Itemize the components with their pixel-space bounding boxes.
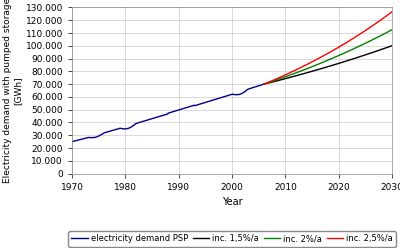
Line: inc. 2%/a: inc. 2%/a — [264, 30, 392, 84]
inc. 1,5%/a — [390, 44, 394, 47]
electricity demand PSP — [70, 140, 74, 143]
inc. 2%/a — [390, 28, 394, 31]
inc. 2%/a — [262, 83, 266, 86]
inc. 2%/a — [291, 72, 296, 75]
inc. 2,5%/a — [338, 45, 343, 48]
inc. 1,5%/a — [383, 47, 388, 50]
inc. 2,5%/a — [262, 83, 266, 86]
X-axis label: Year: Year — [222, 197, 242, 207]
inc. 1,5%/a — [338, 62, 343, 64]
inc. 2,5%/a — [383, 15, 388, 18]
inc. 1,5%/a — [286, 76, 291, 79]
inc. 1,5%/a — [262, 83, 266, 86]
inc. 2%/a — [286, 74, 291, 77]
Line: electricity demand PSP: electricity demand PSP — [72, 84, 264, 142]
Line: inc. 1,5%/a: inc. 1,5%/a — [264, 46, 392, 84]
electricity demand PSP — [262, 83, 266, 86]
inc. 1,5%/a — [291, 75, 296, 78]
electricity demand PSP — [208, 99, 213, 102]
inc. 2,5%/a — [328, 51, 332, 54]
Y-axis label: Electricity demand with pumped storage
[GWh]: Electricity demand with pumped storage [… — [4, 0, 23, 183]
electricity demand PSP — [132, 123, 137, 126]
inc. 2%/a — [328, 58, 332, 61]
inc. 2,5%/a — [390, 10, 394, 13]
inc. 2%/a — [379, 34, 384, 37]
Legend: electricity demand PSP, inc. 1,5%/a, inc. 2%/a, inc. 2,5%/a: electricity demand PSP, inc. 1,5%/a, inc… — [68, 231, 396, 247]
inc. 2%/a — [383, 31, 388, 34]
inc. 1,5%/a — [328, 64, 332, 67]
electricity demand PSP — [190, 104, 195, 107]
electricity demand PSP — [93, 136, 98, 139]
electricity demand PSP — [209, 99, 214, 102]
inc. 2,5%/a — [291, 69, 296, 72]
inc. 1,5%/a — [379, 48, 384, 51]
Line: inc. 2,5%/a: inc. 2,5%/a — [264, 12, 392, 84]
inc. 2,5%/a — [379, 18, 384, 21]
electricity demand PSP — [146, 118, 150, 121]
inc. 2%/a — [338, 53, 343, 56]
inc. 2,5%/a — [286, 72, 291, 75]
